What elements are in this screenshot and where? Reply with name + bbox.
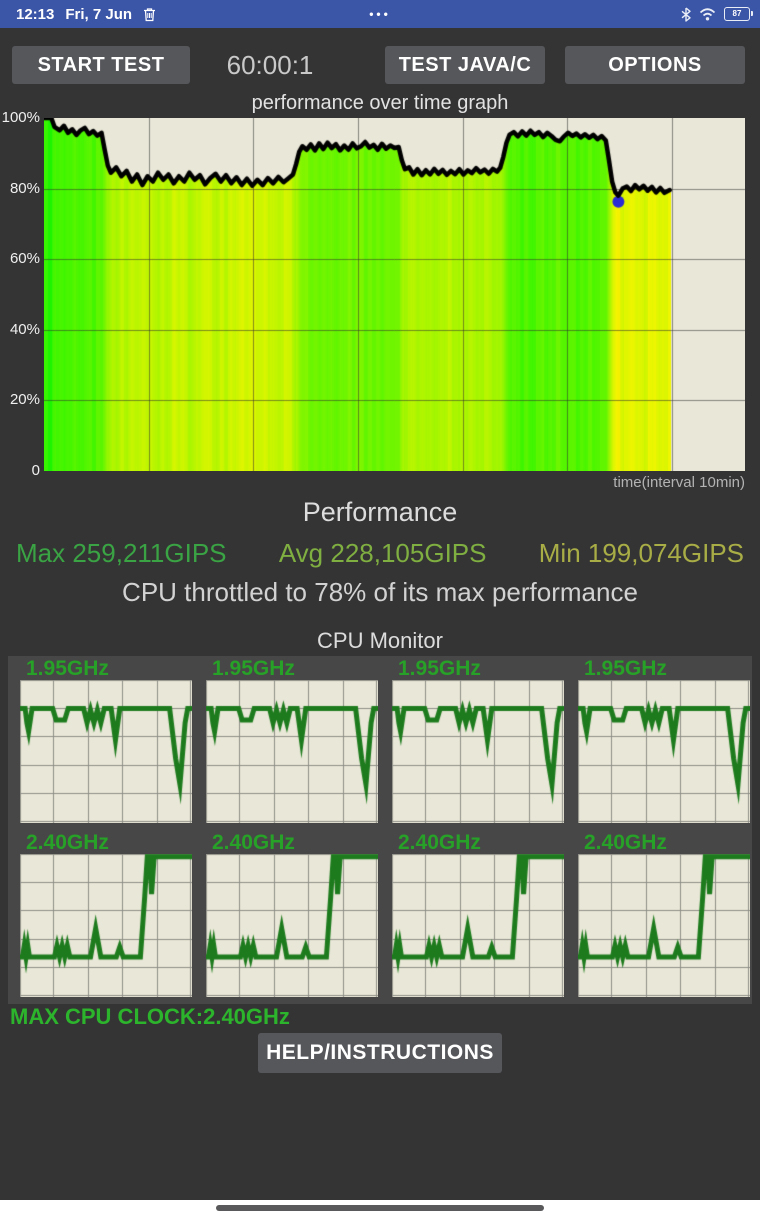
throttle-summary: CPU throttled to 78% of its max performa…	[122, 577, 638, 607]
core-4-chart	[578, 680, 750, 823]
cpu-core-cell: 1.95GHz	[206, 658, 378, 823]
avg-gips-value: Avg 228,105GIPS	[278, 538, 487, 568]
clock: 12:13	[16, 5, 55, 23]
start-test-button[interactable]: START TEST	[12, 46, 190, 84]
core-5-chart	[20, 854, 192, 997]
graph-title: performance over time graph	[251, 92, 509, 114]
timer-display: 60:00:1	[226, 50, 314, 80]
cpu-core-cell: 2.40GHz	[20, 832, 192, 997]
cpu-monitor-heading: CPU Monitor	[317, 628, 443, 653]
y-tick-40: 40%	[9, 321, 40, 338]
cpu-core-cell: 2.40GHz	[578, 832, 750, 997]
status-bar: 12:13 Fri, 7 Jun •••	[0, 0, 760, 28]
battery-icon: 87	[724, 7, 753, 21]
help-instructions-button[interactable]: HELP/INSTRUCTIONS	[258, 1033, 502, 1073]
cpu-core-cell: 1.95GHz	[392, 658, 564, 823]
date: Fri, 7 Jun	[65, 5, 133, 23]
camera-cutout-dots: •••	[369, 7, 391, 21]
core-2-chart	[206, 680, 378, 823]
cpu-core-cell: 1.95GHz	[20, 658, 192, 823]
core-freq-label: 1.95GHz	[584, 657, 667, 680]
gesture-nav-bar	[0, 1200, 760, 1216]
core-freq-label: 1.95GHz	[398, 657, 481, 680]
y-tick-0: 0	[31, 462, 40, 479]
battery-percent: 87	[732, 9, 742, 18]
y-tick-100: 100%	[1, 109, 40, 126]
cpu-monitor-panel: 1.95GHz 1.95GHz 1.95GHz 1.95GHz 2.40GHz …	[8, 656, 752, 1004]
max-cpu-clock-text: MAX CPU CLOCK:2.40GHz	[10, 1004, 290, 1029]
core-freq-label: 1.95GHz	[26, 657, 109, 680]
core-6-chart	[206, 854, 378, 997]
core-freq-label: 2.40GHz	[212, 831, 295, 854]
options-button[interactable]: OPTIONS	[565, 46, 745, 84]
y-tick-60: 60%	[9, 250, 40, 267]
cpu-core-cell: 2.40GHz	[206, 832, 378, 997]
x-axis-caption: time(interval 10min)	[613, 474, 745, 491]
core-freq-label: 2.40GHz	[398, 831, 481, 854]
core-freq-label: 2.40GHz	[584, 831, 667, 854]
cpu-core-cell: 1.95GHz	[578, 658, 750, 823]
core-freq-label: 2.40GHz	[26, 831, 109, 854]
min-gips-value: Min 199,074GIPS	[538, 538, 744, 568]
core-7-chart	[392, 854, 564, 997]
home-indicator[interactable]	[216, 1205, 544, 1211]
wifi-icon	[699, 7, 716, 21]
core-freq-label: 1.95GHz	[212, 657, 295, 680]
core-1-chart	[20, 680, 192, 823]
performance-chart	[44, 118, 745, 471]
y-tick-20: 20%	[9, 391, 40, 408]
cpu-core-cell: 2.40GHz	[392, 832, 564, 997]
y-tick-80: 80%	[9, 180, 40, 197]
test-java-c-button[interactable]: TEST JAVA/C	[385, 46, 545, 84]
max-gips-value: Max 259,211GIPS	[16, 538, 227, 568]
core-3-chart	[392, 680, 564, 823]
bluetooth-icon	[681, 6, 691, 22]
performance-heading: Performance	[302, 497, 458, 527]
trash-icon	[143, 7, 156, 22]
gips-results-row: Max 259,211GIPS Avg 228,105GIPS Min 199,…	[0, 538, 760, 569]
core-8-chart	[578, 854, 750, 997]
